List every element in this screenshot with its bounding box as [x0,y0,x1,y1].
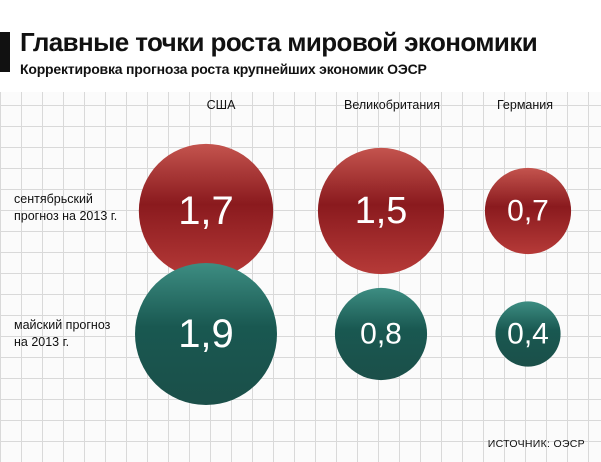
bubble-september-uk [317,147,445,275]
column-label-uk: Великобритания [344,98,440,112]
bubble-value-september-germany: 0,7 [507,195,549,228]
bubble-value-september-usa: 1,7 [178,189,234,233]
bubble-value-may-usa: 1,9 [178,312,234,356]
source-note: ИСТОЧНИК: ОЭСР [487,438,585,450]
title-accent-bar [0,32,10,72]
bubble-september-germany [484,167,572,255]
bubble-september-usa [138,143,274,279]
header: Главные точки роста мировой экономики Ко… [0,0,601,92]
row-label-may-line-1: майский прогноз [14,318,111,332]
bubble-value-may-germany: 0,4 [507,318,549,351]
row-label-may-line-2: на 2013 г. [14,335,70,349]
chart-subtitle: Корректировка прогноза роста крупнейших … [20,61,427,77]
bubble-may-usa [135,263,277,405]
bubble-may-germany [495,301,561,367]
row-label-september-line-1: сентябрьский [14,192,93,206]
column-label-germany: Германия [496,98,554,112]
column-label-usa: США [206,98,236,112]
chart-title: Главные точки роста мировой экономики [20,27,538,57]
bubble-value-may-uk: 0,8 [360,318,402,351]
bubble-may-uk [334,287,428,381]
bubble-value-september-uk: 1,5 [355,190,408,232]
row-label-september-line-2: прогноз на 2013 г. [14,209,118,223]
